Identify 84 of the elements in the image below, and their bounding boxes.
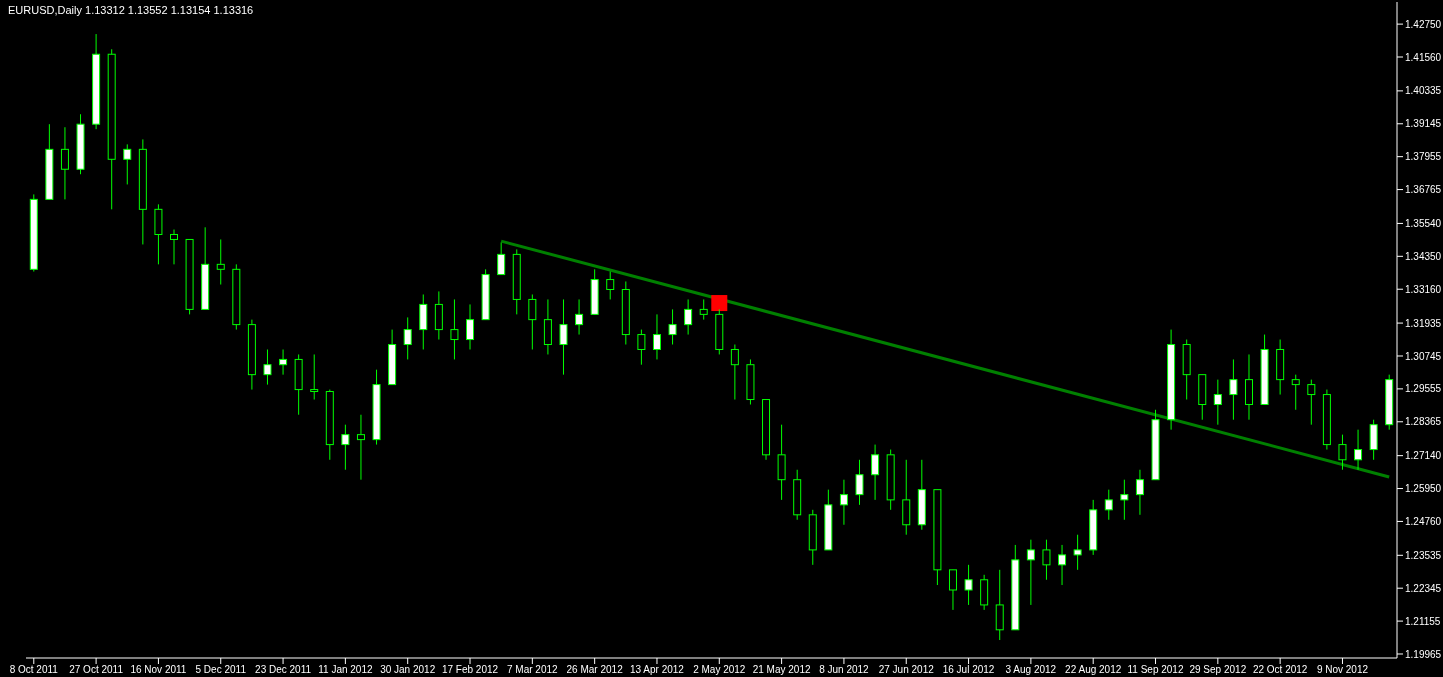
candlestick xyxy=(310,353,319,401)
y-tick-label: 1.30745 xyxy=(1405,350,1442,362)
candlestick xyxy=(855,459,864,506)
y-tick-label: 1.35540 xyxy=(1405,217,1442,229)
x-tick-label: 17 Feb 2012 xyxy=(441,664,499,676)
candlestick xyxy=(170,229,179,265)
y-tick-label: 1.19965 xyxy=(1405,648,1442,660)
candlestick xyxy=(1135,469,1144,516)
candlestick xyxy=(1354,429,1363,471)
y-tick-label: 1.24760 xyxy=(1405,515,1442,527)
candlestick xyxy=(684,298,693,336)
y-tick-label: 1.33160 xyxy=(1405,283,1442,295)
x-tick-label: 27 Jun 2012 xyxy=(878,664,935,676)
y-tick-label: 1.29555 xyxy=(1405,383,1442,395)
candlestick xyxy=(216,238,225,286)
candlestick xyxy=(1026,539,1035,606)
candlestick xyxy=(839,479,848,526)
x-tick-label: 11 Sep 2012 xyxy=(1127,664,1184,676)
candlestick xyxy=(1073,534,1082,571)
candlestick xyxy=(341,424,350,471)
candlestick xyxy=(1229,358,1238,421)
candlestick xyxy=(1338,434,1347,471)
y-tick-label: 1.39145 xyxy=(1405,118,1442,130)
x-tick-label: 9 Nov 2012 xyxy=(1316,664,1369,676)
y-tick-label: 1.34350 xyxy=(1405,250,1442,262)
x-tick-label: 21 May 2012 xyxy=(752,664,811,676)
candlestick xyxy=(699,298,708,321)
candlestick xyxy=(1291,374,1300,411)
x-tick-label: 3 Aug 2012 xyxy=(1005,664,1057,676)
y-tick-label: 1.42750 xyxy=(1405,18,1442,30)
candlestick xyxy=(1104,489,1113,521)
candlestick xyxy=(497,242,506,276)
x-tick-label: 26 Mar 2012 xyxy=(566,664,624,676)
candlestick xyxy=(1307,379,1316,426)
y-tick-label: 1.25950 xyxy=(1405,483,1442,495)
candlestick xyxy=(60,126,69,200)
x-tick-label: 7 Mar 2012 xyxy=(507,664,559,676)
candlestick xyxy=(652,313,661,360)
chart-title: EURUSD,Daily 1.13312 1.13552 1.13154 1.13316 xyxy=(8,4,254,16)
y-tick-label: 1.40335 xyxy=(1405,85,1442,97)
y-tick-label: 1.21155 xyxy=(1405,615,1441,627)
candlestick xyxy=(948,569,957,611)
candlestick xyxy=(356,414,365,481)
y-tick-label: 1.31935 xyxy=(1405,317,1442,329)
x-tick-label: 8 Oct 2011 xyxy=(9,664,59,676)
x-tick-label: 2 May 2012 xyxy=(693,664,746,676)
candlestick xyxy=(450,298,459,360)
candlestick xyxy=(606,271,615,300)
candlestick xyxy=(559,298,568,376)
candlestick xyxy=(123,143,132,185)
candlestick xyxy=(637,329,646,366)
candlestick xyxy=(466,303,475,350)
candlestick xyxy=(1042,539,1051,581)
x-tick-label: 8 Jun 2012 xyxy=(819,664,870,676)
x-tick-label: 22 Oct 2012 xyxy=(1252,664,1308,676)
x-tick-label: 29 Sep 2012 xyxy=(1189,664,1247,676)
candlestick xyxy=(403,316,412,360)
y-tick-label: 1.23535 xyxy=(1405,549,1442,561)
y-tick-label: 1.37955 xyxy=(1405,151,1442,163)
x-tick-label: 22 Aug 2012 xyxy=(1065,664,1122,676)
x-tick-label: 23 Dec 2011 xyxy=(255,664,312,676)
x-tick-label: 13 Apr 2012 xyxy=(630,664,685,676)
x-tick-label: 30 Jan 2012 xyxy=(380,664,436,676)
y-tick-label: 1.22345 xyxy=(1405,582,1442,594)
y-tick-label: 1.41560 xyxy=(1405,51,1442,63)
x-tick-label: 27 Oct 2011 xyxy=(69,664,124,676)
x-tick-label: 5 Dec 2011 xyxy=(195,664,247,676)
candlestick xyxy=(730,344,739,401)
candlestick xyxy=(871,444,880,501)
candlestick xyxy=(964,564,973,606)
candlestick xyxy=(1213,379,1222,426)
x-tick-label: 16 Jul 2012 xyxy=(942,664,995,676)
candlestick xyxy=(528,293,537,350)
candlestick xyxy=(1120,479,1129,521)
candlestick xyxy=(263,348,272,386)
y-tick-label: 1.27140 xyxy=(1405,450,1442,462)
x-tick-label: 11 Jan 2012 xyxy=(318,664,373,676)
candlestick xyxy=(1058,544,1067,586)
x-tick-label: 16 Nov 2011 xyxy=(130,664,187,676)
candlestick xyxy=(279,348,288,376)
y-tick-label: 1.28365 xyxy=(1405,416,1442,428)
y-tick-label: 1.36765 xyxy=(1405,184,1442,196)
candlestick xyxy=(668,308,677,346)
candlestick xyxy=(575,298,584,336)
